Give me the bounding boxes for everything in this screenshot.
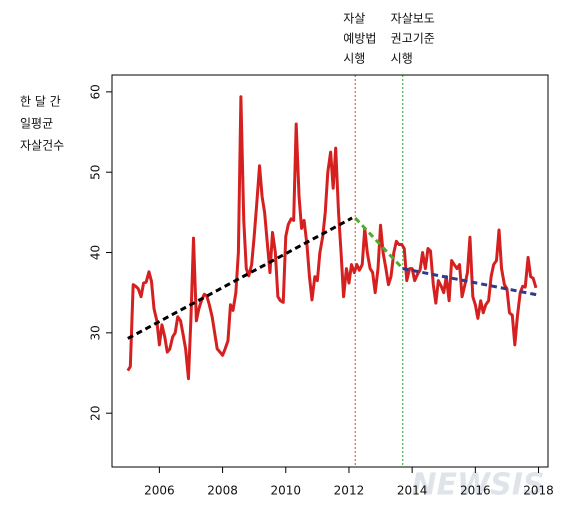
plot-frame (111, 74, 549, 468)
y-tick-label: 60 (89, 84, 103, 99)
event-label: 시행 (391, 51, 413, 66)
x-tick-label: 2008 (207, 484, 238, 498)
y-axis-label: 한 달 간 (20, 95, 61, 109)
y-tick-label: 50 (89, 165, 103, 180)
trend-line (354, 216, 404, 270)
x-tick-label: 2016 (460, 484, 491, 498)
y-tick-label: 20 (89, 406, 103, 421)
data-line (126, 95, 538, 381)
watermark: NEWSIS (411, 468, 544, 503)
event-label: 자살 (343, 12, 365, 26)
y-axis-label: 자살건수 (20, 139, 64, 153)
x-tick-label: 2010 (270, 484, 301, 498)
y-tick-label: 40 (89, 245, 103, 260)
trend-line (402, 267, 539, 297)
x-tick-label: 2018 (523, 484, 554, 498)
x-tick-label: 2014 (397, 484, 428, 498)
x-tick-label: 2012 (334, 484, 365, 498)
trend-line (127, 216, 353, 340)
y-tick-label: 30 (89, 325, 103, 340)
event-label: 예방법 (343, 32, 376, 46)
event-label: 권고기준 (391, 32, 435, 46)
event-label: 자살보도 (391, 12, 435, 26)
y-axis-label: 일평균 (20, 117, 53, 131)
event-label: 시행 (343, 51, 365, 66)
x-tick-label: 2006 (144, 484, 175, 498)
